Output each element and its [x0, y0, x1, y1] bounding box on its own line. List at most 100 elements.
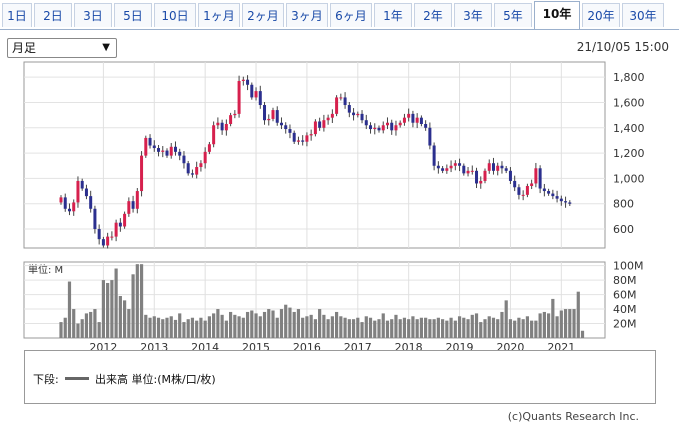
- volume-tick-label: 20M: [613, 318, 637, 331]
- x-tick-label: 2019: [446, 341, 474, 350]
- candle-body: [296, 140, 300, 142]
- volume-bar: [551, 298, 555, 338]
- volume-tick-label: 80M: [613, 274, 637, 287]
- candle-body: [212, 125, 216, 145]
- candle-body: [80, 180, 84, 189]
- candle-body: [352, 112, 356, 116]
- candle-body: [330, 113, 334, 118]
- legend-volume-text: 出来高 単位:(M株/口/枚): [95, 373, 216, 386]
- candle-body: [135, 191, 139, 209]
- tab-10[interactable]: 2年: [414, 3, 452, 27]
- candle-body: [279, 122, 283, 126]
- candle-body: [161, 150, 165, 152]
- x-tick-label: 2020: [496, 341, 524, 350]
- volume-bar: [496, 319, 500, 338]
- tab-1[interactable]: 2日: [34, 3, 72, 27]
- candle-body: [436, 165, 440, 169]
- tab-3[interactable]: 5日: [114, 3, 152, 27]
- candle-body: [500, 165, 504, 169]
- candle-body: [237, 80, 241, 114]
- volume-bar: [542, 311, 546, 338]
- candle-body: [178, 151, 182, 156]
- candle-body: [284, 125, 288, 130]
- tab-11[interactable]: 3年: [454, 3, 492, 27]
- candle-body: [381, 125, 385, 131]
- candle-body: [140, 155, 144, 192]
- tab-5[interactable]: 1ヶ月: [198, 3, 240, 27]
- price-tick-label: 1,000: [613, 172, 645, 185]
- candle-body: [551, 193, 555, 197]
- x-tick-label: 2014: [191, 341, 219, 350]
- candle-body: [441, 168, 445, 171]
- candle-body: [127, 201, 131, 214]
- candle-body: [275, 110, 279, 123]
- volume-bar: [148, 317, 152, 338]
- candle-body: [470, 170, 474, 172]
- volume-bar: [411, 316, 415, 338]
- tab-0[interactable]: 1日: [2, 3, 32, 27]
- tab-7[interactable]: 3ヶ月: [286, 3, 328, 27]
- candle-body: [487, 163, 491, 171]
- volume-bar: [216, 309, 220, 338]
- tab-14[interactable]: 20年: [582, 3, 620, 27]
- volume-bar: [309, 314, 313, 338]
- volume-bar: [470, 314, 474, 338]
- candle-body: [347, 105, 351, 113]
- volume-bar: [377, 319, 381, 338]
- candle-body: [377, 127, 381, 131]
- volume-bar: [547, 313, 551, 338]
- candle-body: [309, 134, 313, 136]
- tab-12[interactable]: 5年: [494, 3, 532, 27]
- volume-bar: [258, 316, 262, 338]
- candle-body: [411, 113, 415, 123]
- volume-bar: [186, 319, 190, 338]
- volume-bar: [407, 319, 411, 338]
- volume-bar: [521, 319, 525, 338]
- volume-bar: [262, 311, 267, 338]
- candle-body: [288, 129, 292, 133]
- volume-bar: [398, 319, 402, 338]
- tab-6[interactable]: 2ヶ月: [242, 3, 284, 27]
- candle-body: [428, 127, 432, 146]
- volume-bar: [436, 317, 440, 338]
- volume-bar: [474, 313, 479, 338]
- candle-body: [59, 197, 63, 203]
- candle-body: [419, 117, 423, 124]
- volume-bar: [241, 317, 245, 338]
- volume-bar: [118, 296, 122, 338]
- volume-bar: [250, 310, 254, 338]
- candle-body: [131, 201, 135, 209]
- candle-body: [258, 91, 262, 106]
- candle-body: [564, 201, 568, 203]
- volume-bar: [322, 314, 326, 338]
- volume-bar: [76, 323, 80, 338]
- price-tick-label: 1,200: [613, 147, 645, 160]
- candle-body: [203, 151, 207, 164]
- candle-body: [263, 105, 267, 121]
- price-tick-label: 1,600: [613, 96, 645, 109]
- volume-bar: [123, 300, 127, 338]
- candle-body: [267, 118, 271, 121]
- volume-bar: [491, 317, 496, 338]
- tab-15[interactable]: 30年: [622, 3, 664, 27]
- tab-8[interactable]: 6ヶ月: [330, 3, 372, 27]
- volume-bar: [356, 317, 360, 338]
- tab-9[interactable]: 1年: [374, 3, 412, 27]
- candle-body: [199, 163, 203, 168]
- volume-bar: [330, 316, 334, 338]
- volume-bar: [360, 322, 364, 338]
- price-tick-label: 600: [613, 223, 634, 236]
- period-select[interactable]: 月足 ▼: [7, 38, 117, 58]
- stock-chart: 600 800 1,000 1,200 1,400 1,600 1,800 単位: M 20M…: [23, 61, 645, 350]
- candle-body: [182, 155, 186, 164]
- candle-body: [479, 180, 483, 184]
- volume-bar: [457, 316, 462, 338]
- volume-bar: [254, 313, 258, 338]
- tab-13[interactable]: 10年: [534, 1, 580, 29]
- volume-bar: [335, 311, 339, 338]
- candle-body: [106, 236, 110, 246]
- volume-bar: [199, 317, 203, 338]
- tab-2[interactable]: 3日: [74, 3, 112, 27]
- candle-body: [534, 168, 538, 184]
- tab-4[interactable]: 10日: [154, 3, 196, 27]
